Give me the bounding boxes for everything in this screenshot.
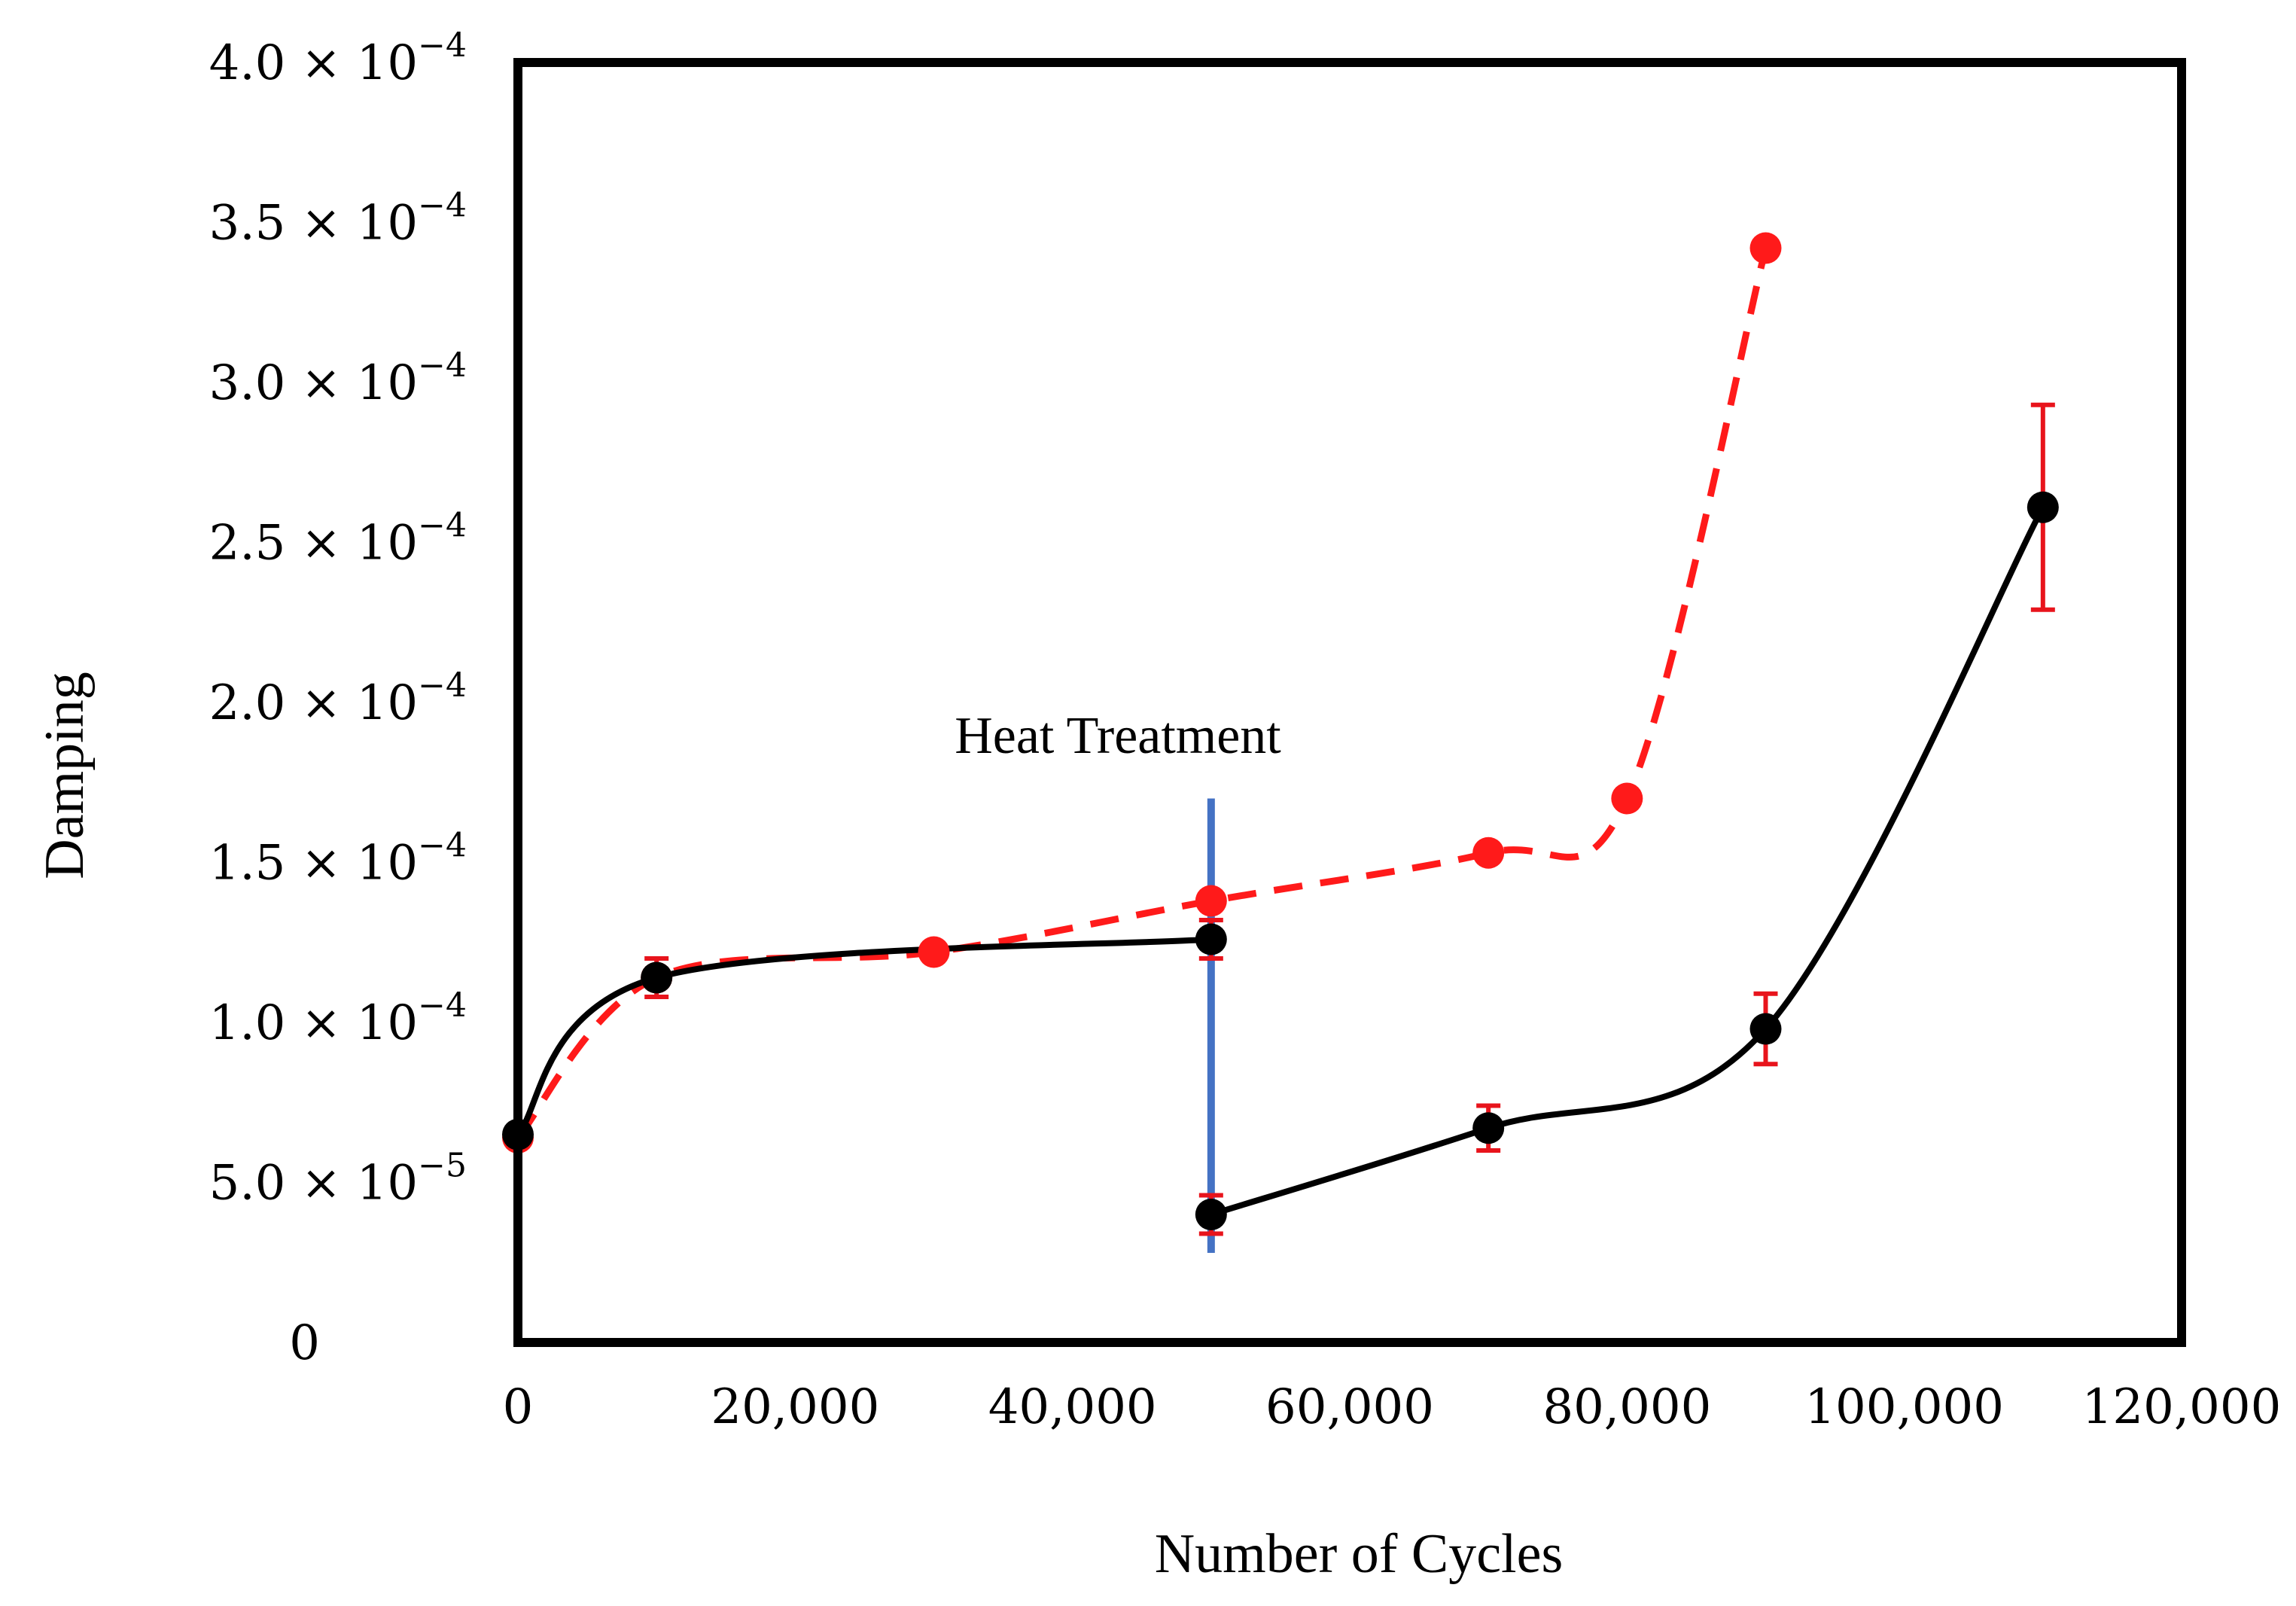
plot-frame [513, 58, 2186, 1347]
data-point [1195, 923, 1227, 955]
x-tick-label: 60,000 [1265, 1379, 1434, 1435]
data-point [1749, 232, 1782, 264]
x-tick-labels: 0 20,000 40,000 60,000 80,000 100,000 120,000 [503, 1379, 2282, 1435]
data-point [641, 961, 673, 994]
x-tick-label: 80,000 [1542, 1379, 1711, 1435]
series-line-1 [515, 936, 1212, 1137]
y-tick-label: 3.5 × 10−4 [209, 187, 467, 251]
data-point [1749, 1013, 1782, 1045]
data-point [1472, 837, 1505, 869]
y-tick-label: 5.0 × 10−5 [209, 1147, 467, 1211]
y-tick-label: 0 [289, 1315, 320, 1371]
x-axis-title: Number of Cycles [1155, 1523, 1564, 1585]
x-tick-label: 40,000 [988, 1379, 1157, 1435]
y-tick-label: 4.0 × 10−4 [209, 26, 467, 91]
heat-treatment-label: Heat Treatment [955, 707, 1281, 765]
series-line-2 [1210, 505, 2046, 1217]
y-tick-label: 2.5 × 10−4 [209, 507, 467, 571]
y-tick-label: 1.0 × 10−4 [209, 986, 467, 1051]
data-point [1195, 885, 1227, 917]
data-point [1472, 1112, 1505, 1144]
y-tick-labels: 0 5.0 × 10−5 1.0 × 10−4 1.5 × 10−4 2.0 × 10−… [209, 26, 467, 1371]
x-tick-label: 100,000 [1804, 1379, 2004, 1435]
data-point [1195, 1199, 1227, 1230]
data-point [918, 936, 950, 968]
y-tick-label: 3.0 × 10−4 [209, 346, 467, 411]
y-axis-title: Damping [34, 672, 96, 879]
y-tick-label: 1.5 × 10−4 [209, 827, 467, 891]
series-line-0 [515, 247, 1769, 1140]
x-tick-label: 20,000 [711, 1379, 879, 1435]
data-point [1611, 782, 1643, 815]
y-tick-label: 2.0 × 10−4 [209, 666, 467, 731]
x-tick-label: 120,000 [2082, 1379, 2282, 1435]
x-tick-label: 0 [503, 1379, 534, 1435]
chart-marks [502, 232, 2059, 1253]
data-point [2027, 491, 2059, 523]
